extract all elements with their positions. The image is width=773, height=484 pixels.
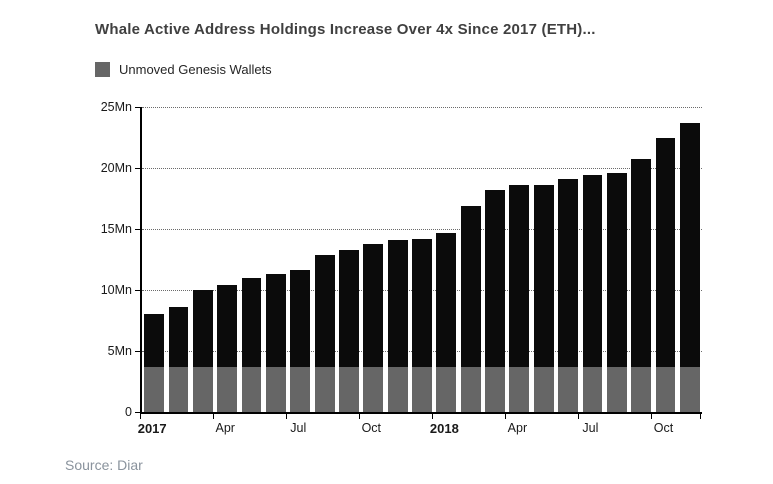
y-axis-tick [135,351,140,352]
x-axis-tick [140,414,141,419]
x-axis-label: Apr [215,421,235,435]
genesis-wallet-segment [314,366,335,412]
x-axis-tick [651,414,653,419]
x-axis-tick [432,414,434,419]
y-axis-tick [135,412,140,413]
bar-mar-2018 [485,189,505,412]
y-axis-label: 15Mn [100,222,132,236]
y-axis-tick [135,229,140,230]
y-axis-tick [135,107,140,108]
genesis-wallet-segment [631,366,652,412]
bar-feb-2017 [168,307,189,412]
bar-apr-2017 [217,285,238,412]
genesis-wallet-segment [387,366,408,412]
x-axis-label: Jul [290,421,307,435]
genesis-wallet-segment [460,366,481,412]
bar-oct-2018 [655,137,676,412]
bar-sep-2017 [339,249,359,412]
bar-aug-2018 [606,172,627,412]
bar-may-2018 [533,185,554,412]
bar-dec-2017 [412,238,432,412]
y-axis-label: 10Mn [100,283,132,297]
genesis-wallet-segment [168,366,189,412]
gridline [142,168,702,169]
bar-nov-2018 [679,122,700,412]
genesis-wallet-segment [217,366,238,412]
gridline [142,107,702,108]
legend-label: Unmoved Genesis Wallets [119,62,272,77]
bar-may-2017 [241,277,262,412]
y-axis-label: 20Mn [100,161,132,175]
legend: Unmoved Genesis Wallets [95,62,272,77]
bar-jun-2018 [558,178,578,412]
genesis-wallet-segment [509,366,530,412]
x-axis-label: 2018 [429,421,459,436]
x-axis-tick [213,414,215,419]
bar-sep-2018 [631,159,652,412]
genesis-wallet-segment [606,366,627,412]
bar-jan-2018 [436,232,457,412]
genesis-wallet-segment [485,366,505,412]
bar-feb-2018 [460,205,481,412]
bar-jun-2017 [265,274,286,412]
genesis-wallet-segment [655,366,676,412]
bar-nov-2017 [387,239,408,412]
genesis-wallet-segment [412,366,432,412]
bar-jul-2017 [290,270,311,412]
genesis-wallet-segment [265,366,286,412]
chart-title: Whale Active Address Holdings Increase O… [95,21,596,38]
genesis-wallet-segment [533,366,554,412]
x-axis-label: Oct [361,421,382,435]
x-axis-labels: 2017 Apr Jul Oct 2018 Apr Jul Oct [137,421,700,441]
bar-apr-2018 [509,185,530,412]
bar-jan-2017 [144,314,165,412]
gridline [142,229,702,230]
bar-mar-2017 [192,290,213,412]
bar-oct-2017 [363,243,384,412]
genesis-wallet-segment [679,366,700,412]
x-axis-label: 2017 [137,421,167,436]
x-axis-label: Oct [653,421,674,435]
y-axis-label: 0 [125,405,132,419]
y-axis-label: 25Mn [100,100,132,114]
genesis-wallet-segment [192,366,213,412]
x-axis-tick [286,414,288,419]
y-axis-tick [135,290,140,291]
source-caption: Source: Diar [65,457,143,473]
genesis-wallet-segment [339,366,359,412]
x-axis-tick [359,414,361,419]
x-axis-label: Jul [582,421,599,435]
y-axis-tick [135,168,140,169]
y-axis-labels: 0 5Mn 10Mn 15Mn 20Mn 25Mn [60,100,132,419]
x-axis-tick [700,414,701,419]
genesis-wallet-segment [582,366,603,412]
x-axis-tick [578,414,580,419]
bar-aug-2017 [314,254,335,412]
genesis-wallet-segment [290,366,311,412]
legend-swatch-icon [95,62,110,77]
plot-area [140,107,702,414]
y-axis-label: 5Mn [107,344,132,358]
genesis-wallet-segment [144,366,165,412]
genesis-wallet-segment [241,366,262,412]
x-axis-tick [505,414,507,419]
x-axis-label: Apr [507,421,528,435]
genesis-wallet-segment [558,366,578,412]
genesis-wallet-segment [436,366,457,412]
genesis-wallet-segment [363,366,384,412]
bar-jul-2018 [582,175,603,412]
